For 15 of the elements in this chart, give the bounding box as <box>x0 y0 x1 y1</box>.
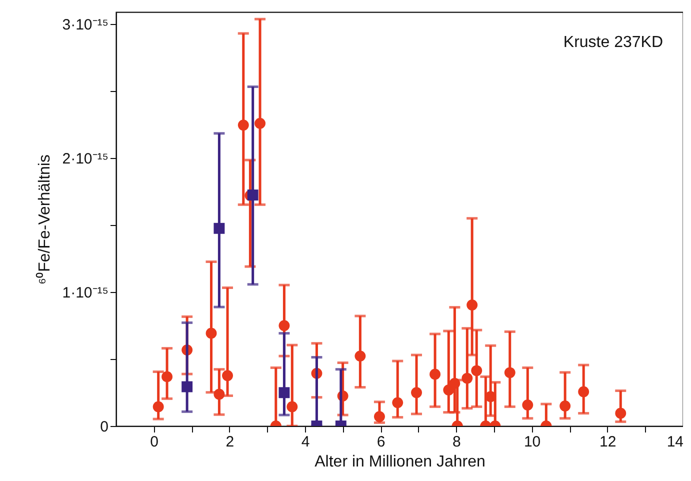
x-tick-label: 8 <box>452 434 461 450</box>
x-tick-label: 6 <box>376 434 386 450</box>
y-tick-label: 2·10⁻¹⁵ <box>62 150 108 168</box>
x-tick-label: 0 <box>150 434 158 450</box>
x-tick-label: 12 <box>600 434 616 450</box>
x-tick-label: 10 <box>524 434 541 450</box>
x-tick-label: 4 <box>301 434 310 450</box>
y-tick-label: 3·10⁻¹⁵ <box>62 16 108 34</box>
annotation: Kruste 237KD <box>563 34 663 51</box>
y-tick-label: 0 <box>100 418 108 436</box>
x-tick-label: 2 <box>226 434 234 450</box>
y-tick-label: 1·10⁻¹⁵ <box>62 284 108 302</box>
y-axis-title: ⁶⁰Fe/Fe-Verhältnis <box>35 154 54 284</box>
x-tick-label: 14 <box>666 434 684 450</box>
x-axis-title: Alter in Millionen Jahren <box>314 454 486 470</box>
